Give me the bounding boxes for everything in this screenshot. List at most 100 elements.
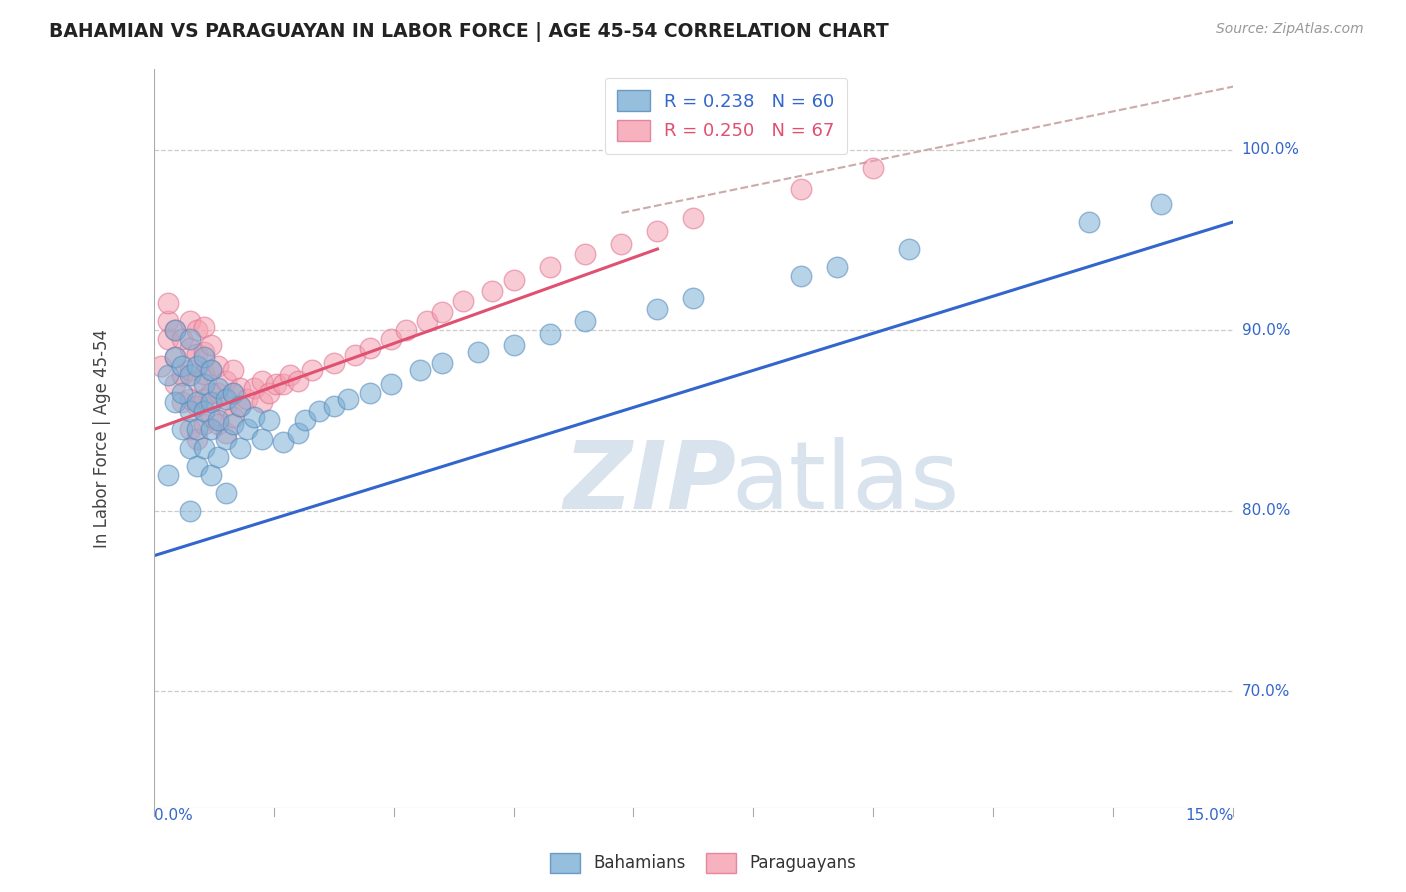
- Point: [336, 392, 359, 406]
- Point: [222, 409, 245, 424]
- Point: [193, 344, 215, 359]
- Point: [179, 504, 201, 518]
- Point: [250, 395, 273, 409]
- Point: [394, 323, 416, 337]
- Text: 0.0%: 0.0%: [153, 808, 193, 823]
- Point: [257, 386, 280, 401]
- Point: [243, 381, 266, 395]
- Point: [280, 368, 302, 383]
- Point: [430, 356, 453, 370]
- Point: [264, 377, 287, 392]
- Text: In Labor Force | Age 45-54: In Labor Force | Age 45-54: [93, 329, 111, 548]
- Point: [862, 161, 884, 175]
- Point: [222, 417, 245, 431]
- Point: [172, 368, 194, 383]
- Point: [193, 392, 215, 406]
- Point: [214, 399, 236, 413]
- Point: [165, 351, 187, 365]
- Point: [294, 413, 316, 427]
- Text: 15.0%: 15.0%: [1185, 808, 1233, 823]
- Point: [165, 323, 187, 337]
- Point: [186, 422, 208, 436]
- Point: [214, 432, 236, 446]
- Point: [574, 314, 596, 328]
- Point: [186, 374, 208, 388]
- Point: [647, 301, 669, 316]
- Point: [207, 381, 229, 395]
- Point: [186, 395, 208, 409]
- Point: [827, 260, 849, 274]
- Point: [172, 395, 194, 409]
- Point: [451, 294, 474, 309]
- Point: [200, 467, 222, 482]
- Point: [271, 377, 294, 392]
- Point: [200, 386, 222, 401]
- Text: atlas: atlas: [731, 437, 959, 529]
- Point: [250, 374, 273, 388]
- Point: [207, 359, 229, 374]
- Point: [647, 224, 669, 238]
- Point: [1078, 215, 1101, 229]
- Point: [186, 458, 208, 473]
- Point: [193, 441, 215, 455]
- Point: [186, 359, 208, 374]
- Point: [179, 392, 201, 406]
- Point: [287, 374, 309, 388]
- Point: [172, 422, 194, 436]
- Point: [308, 404, 330, 418]
- Point: [790, 182, 813, 196]
- Point: [1150, 197, 1173, 211]
- Point: [359, 341, 381, 355]
- Point: [574, 247, 596, 261]
- Text: BAHAMIAN VS PARAGUAYAN IN LABOR FORCE | AGE 45-54 CORRELATION CHART: BAHAMIAN VS PARAGUAYAN IN LABOR FORCE | …: [49, 22, 889, 42]
- Point: [790, 268, 813, 283]
- Point: [165, 377, 187, 392]
- Point: [229, 441, 252, 455]
- Point: [179, 363, 201, 377]
- Point: [271, 435, 294, 450]
- Point: [430, 305, 453, 319]
- Point: [538, 260, 561, 274]
- Point: [898, 242, 921, 256]
- Point: [222, 363, 245, 377]
- Text: 70.0%: 70.0%: [1241, 683, 1289, 698]
- Point: [165, 395, 187, 409]
- Point: [179, 368, 201, 383]
- Point: [193, 351, 215, 365]
- Point: [222, 386, 245, 401]
- Point: [157, 368, 180, 383]
- Point: [179, 422, 201, 436]
- Point: [165, 323, 187, 337]
- Point: [502, 273, 524, 287]
- Point: [179, 404, 201, 418]
- Legend: R = 0.238   N = 60, R = 0.250   N = 67: R = 0.238 N = 60, R = 0.250 N = 67: [605, 78, 848, 153]
- Point: [172, 386, 194, 401]
- Point: [481, 284, 503, 298]
- Point: [682, 291, 704, 305]
- Point: [222, 386, 245, 401]
- Point: [193, 377, 215, 392]
- Point: [179, 314, 201, 328]
- Point: [409, 363, 432, 377]
- Point: [200, 395, 222, 409]
- Point: [236, 422, 259, 436]
- Point: [207, 413, 229, 427]
- Point: [359, 386, 381, 401]
- Point: [179, 441, 201, 455]
- Point: [200, 363, 222, 377]
- Point: [179, 332, 201, 346]
- Point: [502, 337, 524, 351]
- Point: [322, 356, 344, 370]
- Point: [186, 346, 208, 360]
- Point: [214, 426, 236, 441]
- Point: [380, 332, 402, 346]
- Point: [157, 332, 180, 346]
- Point: [250, 432, 273, 446]
- Text: 80.0%: 80.0%: [1241, 503, 1289, 518]
- Point: [186, 432, 208, 446]
- Point: [207, 450, 229, 464]
- Point: [229, 399, 252, 413]
- Point: [193, 367, 215, 381]
- Point: [149, 359, 172, 374]
- Point: [200, 363, 222, 377]
